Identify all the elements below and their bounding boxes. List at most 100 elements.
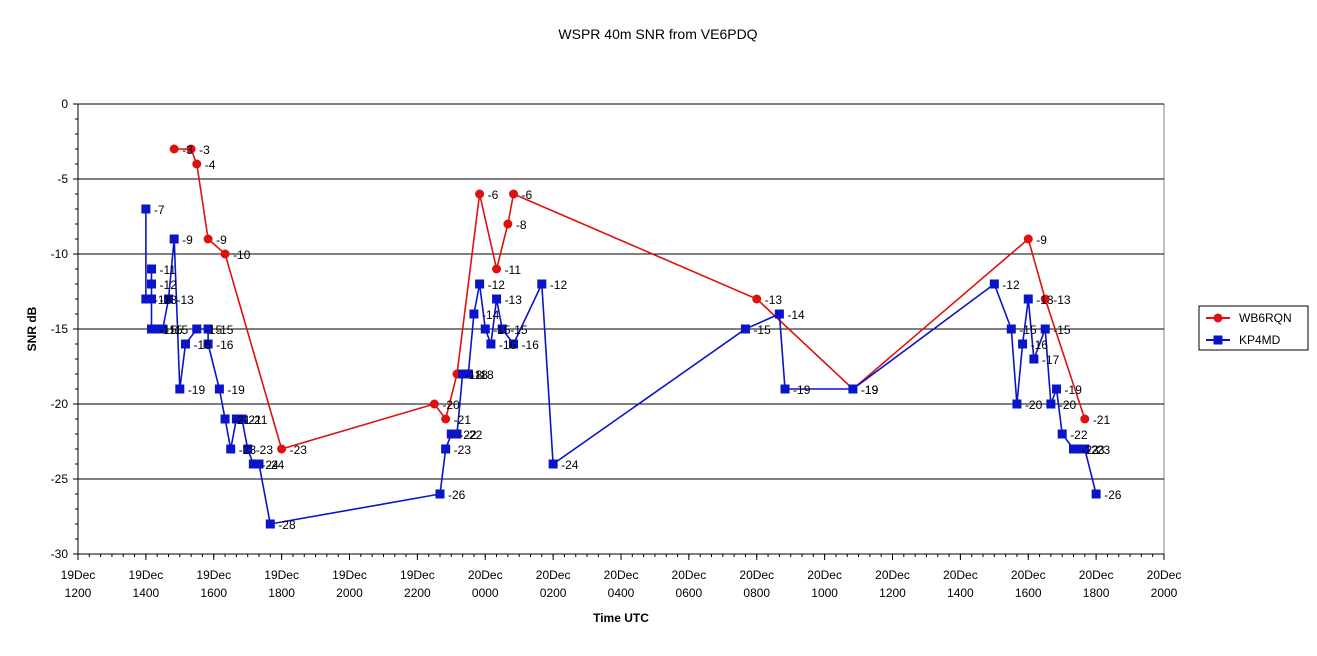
data-label-kp4md: -20 <box>1059 398 1077 412</box>
data-label-wb6rqn: -3 <box>182 143 193 157</box>
x-tick-labels: 19Dec 1200 19Dec 1400 19Dec 1600 19Dec 1800 19De… <box>61 568 1182 600</box>
data-label-kp4md: -13 <box>1036 293 1054 307</box>
data-point-wb6rqn <box>1080 414 1090 424</box>
x-tick-label-time: 1000 <box>811 586 838 600</box>
data-point-kp4md <box>237 414 247 424</box>
data-point-kp4md <box>147 264 157 274</box>
x-tick-label-day: 20Dec <box>1147 568 1182 582</box>
y-tick-labels: 0 -5 -10 -15 -20 -25 -30 <box>51 97 69 561</box>
data-label-kp4md: -18 <box>471 368 489 382</box>
data-label-kp4md: -19 <box>227 383 245 397</box>
y-tick-label: -5 <box>57 172 68 186</box>
data-point-kp4md <box>169 234 179 244</box>
data-point-kp4md <box>537 279 547 289</box>
chart-title: WSPR 40m SNR from VE6PDQ <box>558 26 757 42</box>
data-label-kp4md: -14 <box>482 308 500 322</box>
data-point-kp4md <box>152 324 162 334</box>
data-point-kp4md <box>147 279 157 289</box>
data-label-kp4md: -17 <box>1042 353 1060 367</box>
data-point-kp4md <box>1040 324 1050 334</box>
x-tick-label-day: 19Dec <box>400 568 435 582</box>
x-tick-label-day: 20Dec <box>1079 568 1114 582</box>
data-label-kp4md: -20 <box>1025 398 1043 412</box>
data-label-kp4md: -12 <box>160 278 178 292</box>
data-point-kp4md <box>740 324 750 334</box>
data-label-kp4md: -24 <box>267 458 285 472</box>
data-label-kp4md: -13 <box>154 293 172 307</box>
data-label-wb6rqn: -23 <box>290 443 308 457</box>
x-tick-label-time: 0400 <box>608 586 635 600</box>
data-point-kp4md <box>497 324 507 334</box>
data-label-wb6rqn: -10 <box>233 248 251 262</box>
data-point-kp4md <box>226 444 236 454</box>
data-point-kp4md <box>848 384 858 394</box>
x-tick-label-day: 19Dec <box>264 568 299 582</box>
x-tick-label-day: 19Dec <box>332 568 367 582</box>
x-tick-label-day: 20Dec <box>604 568 639 582</box>
axes <box>73 103 1165 560</box>
data-point-kp4md <box>203 339 213 349</box>
data-label-wb6rqn: -13 <box>1053 293 1071 307</box>
data-point-wb6rqn <box>441 414 451 424</box>
data-point-wb6rqn <box>1023 234 1033 244</box>
data-label-kp4md: -15 <box>510 323 528 337</box>
data-point-kp4md <box>1091 489 1101 499</box>
data-point-kp4md <box>175 384 185 394</box>
data-point-wb6rqn <box>503 219 513 229</box>
data-label-kp4md: -21 <box>244 413 262 427</box>
data-label-wb6rqn: -20 <box>442 398 460 412</box>
data-label-kp4md: -24 <box>261 458 279 472</box>
data-point-kp4md <box>214 384 224 394</box>
data-point-wb6rqn <box>203 234 213 244</box>
data-label-kp4md: -18 <box>476 368 494 382</box>
data-point-kp4md <box>1023 294 1033 304</box>
data-label-kp4md: -26 <box>1104 488 1122 502</box>
data-label-kp4md: -13 <box>177 293 195 307</box>
legend-label-kp4md: KP4MD <box>1239 333 1281 347</box>
data-label-kp4md: -22 <box>465 428 483 442</box>
data-point-kp4md <box>1052 384 1062 394</box>
x-tick-label-day: 20Dec <box>468 568 503 582</box>
x-tick-label-time: 0600 <box>676 586 703 600</box>
x-tick-label-time: 0200 <box>540 586 567 600</box>
x-tick-label-time: 1200 <box>879 586 906 600</box>
data-label-kp4md: -22 <box>459 428 477 442</box>
data-point-kp4md <box>265 519 275 529</box>
data-point-kp4md <box>1029 354 1039 364</box>
x-tick-label-day: 20Dec <box>807 568 842 582</box>
data-point-wb6rqn <box>492 264 502 274</box>
x-tick-label-time: 1800 <box>268 586 295 600</box>
data-point-kp4md <box>164 294 173 304</box>
data-point-kp4md <box>158 324 168 334</box>
y-tick-label: -15 <box>51 322 69 336</box>
data-label-kp4md: -21 <box>250 413 268 427</box>
data-label-kp4md: -12 <box>1002 278 1020 292</box>
data-label-kp4md: -23 <box>1093 443 1111 457</box>
data-label-wb6rqn: -13 <box>765 293 783 307</box>
data-label-kp4md: -23 <box>1082 443 1100 457</box>
legend: WB6RQN KP4MD <box>1198 305 1309 351</box>
data-label-kp4md: -15 <box>205 323 223 337</box>
x-tick-label-time: 1600 <box>200 586 227 600</box>
data-point-wb6rqn <box>186 144 196 154</box>
y-tick-label: -25 <box>51 472 69 486</box>
data-label-kp4md: -15 <box>171 323 189 337</box>
data-point-kp4md <box>1006 324 1016 334</box>
x-tick-label-day: 19Dec <box>129 568 164 582</box>
data-label-kp4md: -19 <box>793 383 811 397</box>
data-label-wb6rqn: -21 <box>1093 413 1111 427</box>
x-tick-label-time: 0000 <box>472 586 499 600</box>
data-label-wb6rqn: -3 <box>199 143 210 157</box>
x-tick-label-day: 20Dec <box>536 568 571 582</box>
data-label-kp4md: -15 <box>1053 323 1071 337</box>
data-point-kp4md <box>492 294 502 304</box>
x-tick-label-day: 20Dec <box>672 568 707 582</box>
data-label-wb6rqn: -19 <box>861 383 879 397</box>
data-point-kp4md <box>147 294 157 304</box>
y-tick-label: 0 <box>61 97 68 111</box>
x-tick-label-time: 1200 <box>65 586 92 600</box>
data-label-kp4md: -23 <box>256 443 274 457</box>
data-point-kp4md <box>1018 339 1028 349</box>
data-label-kp4md: -15 <box>160 323 178 337</box>
